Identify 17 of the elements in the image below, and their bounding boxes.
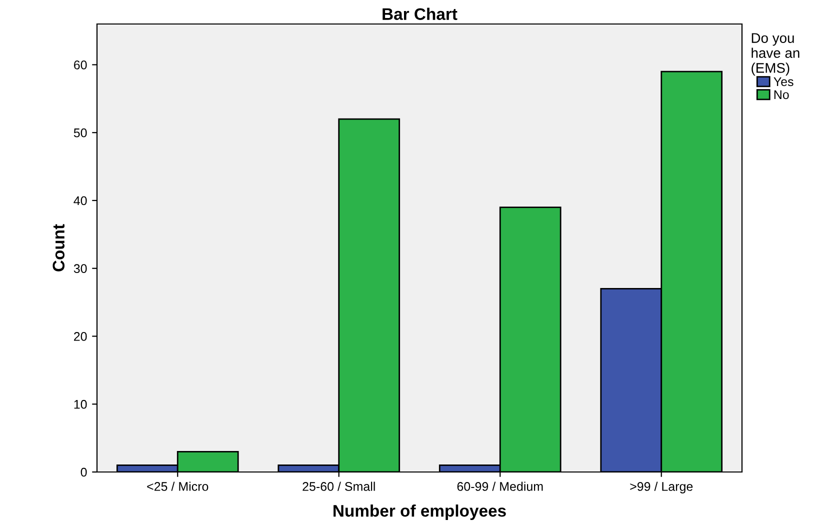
y-tick-label: 10 bbox=[74, 400, 87, 409]
y-tick-label: 60 bbox=[74, 60, 87, 70]
x-axis-title: Number of employees bbox=[334, 504, 506, 520]
x-tick-label: 60-99 / Medium bbox=[457, 482, 543, 491]
x-tick-label: >99 / Large bbox=[630, 482, 693, 494]
y-tick-label: 30 bbox=[74, 264, 87, 274]
legend-title: Do you have an (EMS) bbox=[752, 33, 800, 76]
y-tick-label: 50 bbox=[74, 128, 87, 138]
x-tick-label: <25 / Micro bbox=[147, 482, 208, 491]
chart-title: Bar Chart bbox=[382, 8, 458, 20]
x-tick-label: 25-60 / Small bbox=[302, 482, 375, 491]
y-tick-label: 40 bbox=[74, 196, 87, 206]
y-axis-title: Count bbox=[52, 224, 65, 272]
y-tick-label: 0 bbox=[80, 468, 87, 477]
y-tick-label: 20 bbox=[74, 332, 87, 341]
legend-label: No bbox=[774, 90, 789, 100]
legend-label: Yes bbox=[774, 77, 794, 86]
